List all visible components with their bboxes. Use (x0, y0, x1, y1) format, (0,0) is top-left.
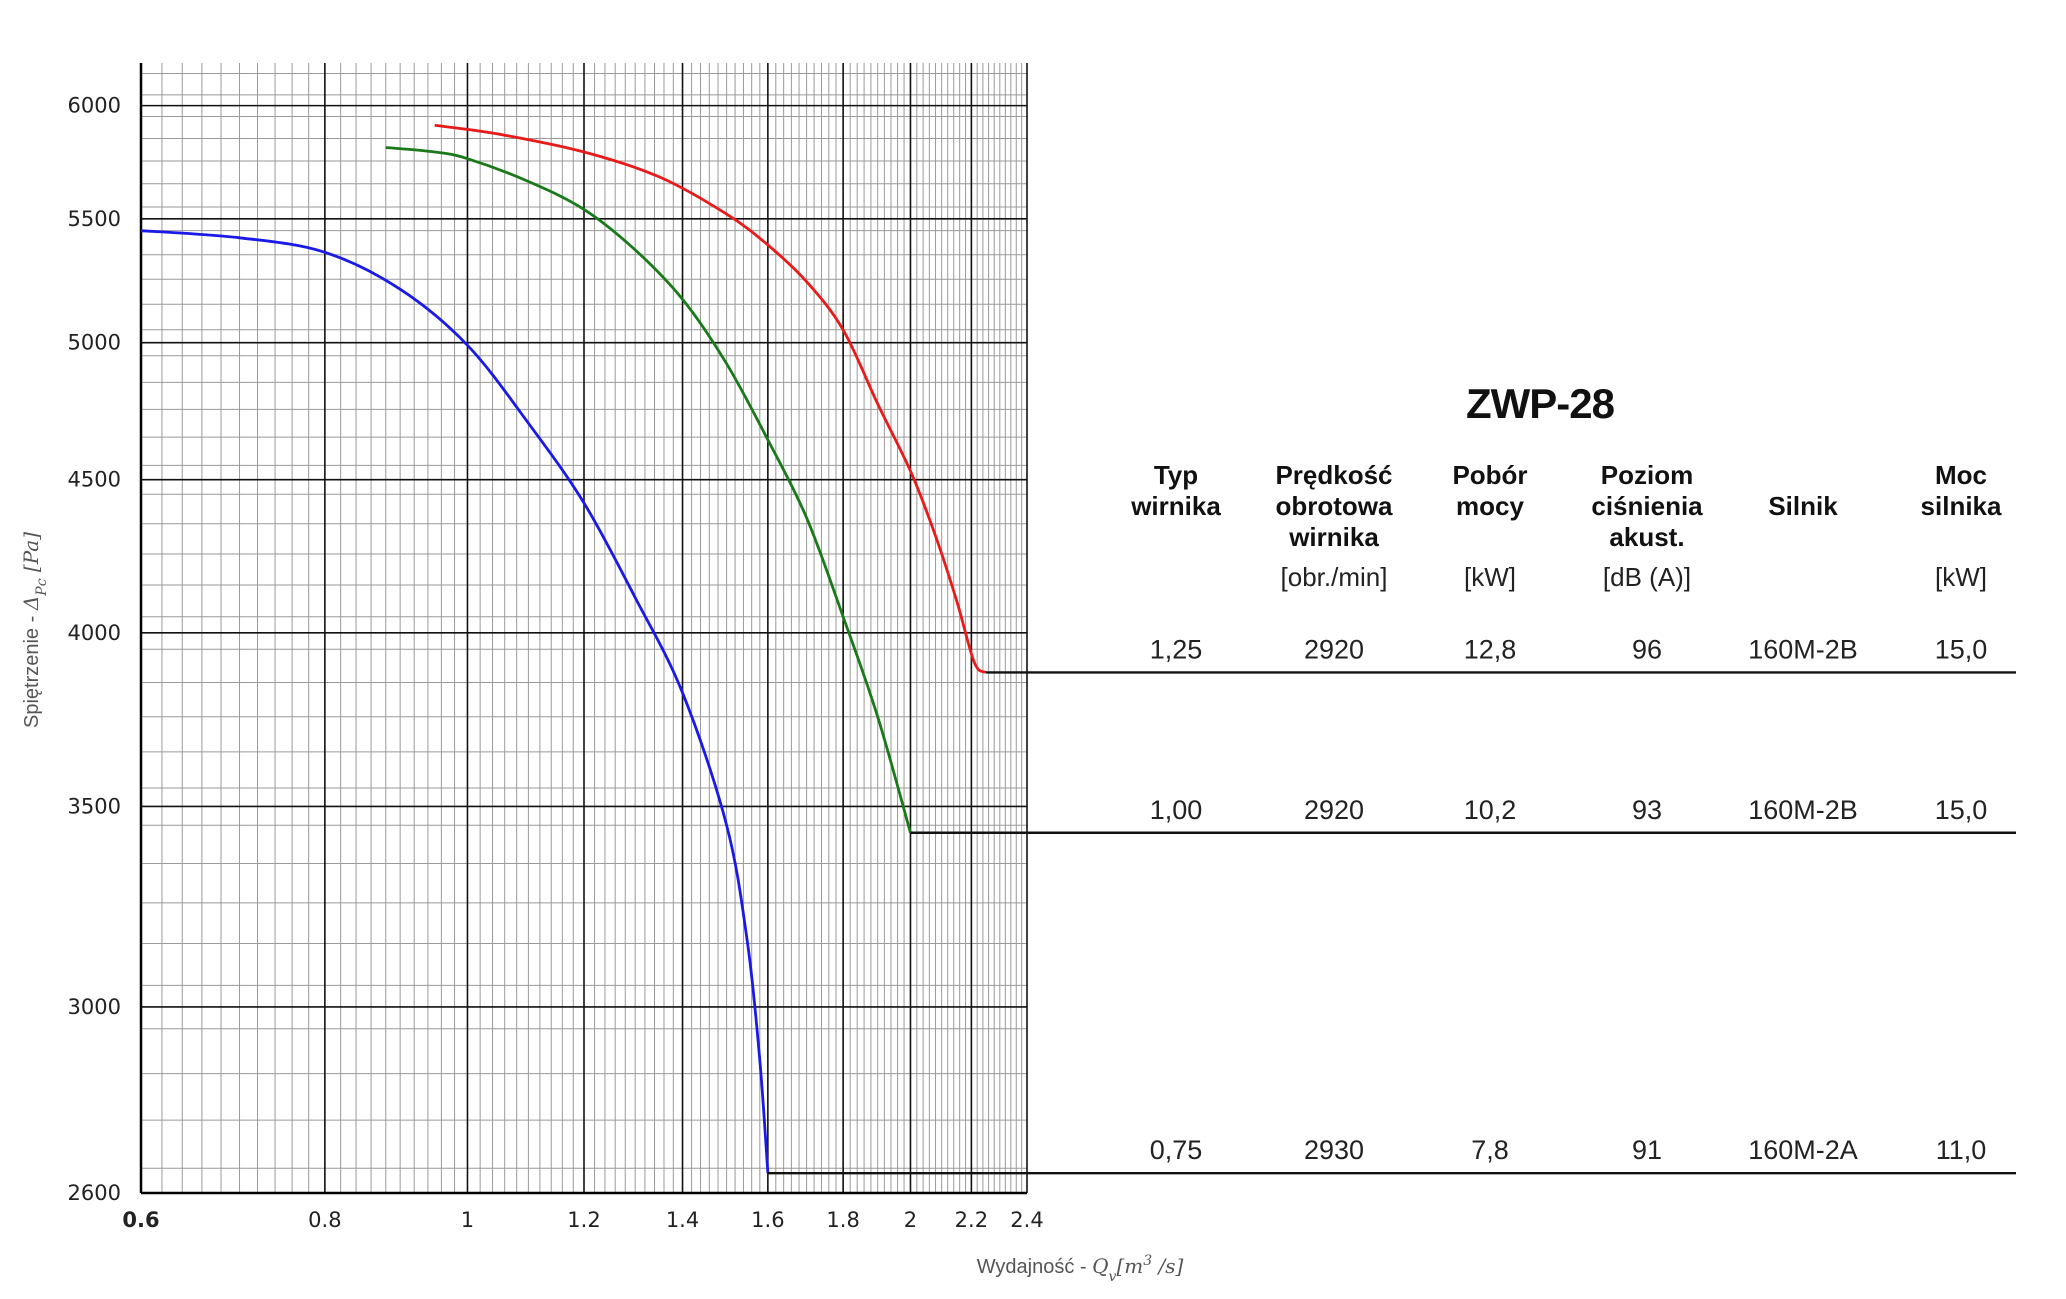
x-tick-label: 1.8 (826, 1208, 859, 1232)
performance-curves (140, 123, 987, 1174)
table-cell: 96 (1632, 634, 1662, 664)
x-axis-title-unit-end: /s] (1152, 1254, 1183, 1278)
x-tick-label: 2 (904, 1208, 917, 1232)
table-unit: [obr./min] (1281, 562, 1388, 592)
y-axis-title-unit: [Pa] (19, 532, 43, 579)
row-leader-lines (767, 671, 2016, 1175)
x-tick-labels: 0.6 0.8 1 1.2 1.4 1.6 1.8 2 2.2 2.4 (122, 1208, 1043, 1232)
table-cell: 160M-2B (1748, 795, 1858, 825)
y-tick-label: 4500 (68, 468, 121, 492)
y-axis-title: Spiętrzenie - ΔPc [Pa] (19, 532, 50, 728)
table-cell: 160M-2A (1748, 1135, 1858, 1165)
table-cell: 15,0 (1935, 634, 1988, 664)
axes (139, 63, 1027, 1195)
y-tick-label: 4000 (68, 621, 121, 645)
table-cell: 2920 (1304, 634, 1364, 664)
table-header-line: Pobór (1452, 460, 1527, 490)
x-tick-label: 1.4 (666, 1208, 699, 1232)
table-header-line: ciśnienia (1591, 491, 1703, 521)
x-axis-title-sub: v (1109, 1269, 1117, 1285)
x-tick-label: 1.2 (567, 1208, 600, 1232)
table-cell: 12,8 (1464, 634, 1517, 664)
table-header-line: Silnik (1768, 491, 1838, 521)
table-cell: 160M-2B (1748, 634, 1858, 664)
table-cell: 91 (1632, 1135, 1662, 1165)
x-tick-label: 0.8 (308, 1208, 341, 1232)
y-tick-label: 6000 (68, 94, 121, 118)
table-cell: 7,8 (1471, 1135, 1509, 1165)
x-axis-title-unit: [m (1116, 1254, 1143, 1278)
table-unit: [dB (A)] (1603, 562, 1691, 592)
x-tick-label: 0.6 (122, 1208, 159, 1232)
table-cell: 1,00 (1150, 795, 1203, 825)
y-tick-label: 2600 (68, 1181, 121, 1205)
x-tick-label: 2.4 (1010, 1208, 1043, 1232)
table-header-line: wirnika (1288, 522, 1379, 552)
y-axis-title-symbol: Δ (19, 596, 43, 611)
x-axis-title-text: Wydajność - (977, 1256, 1092, 1278)
y-tick-labels: 2600 3000 3500 4000 4500 5000 5500 6000 (68, 94, 121, 1205)
y-tick-label: 3500 (68, 794, 121, 818)
table-header-line: mocy (1456, 491, 1524, 521)
table-header-line: Moc (1935, 460, 1987, 490)
table-cell: 2920 (1304, 795, 1364, 825)
table-header-line: silnika (1921, 491, 2002, 521)
major-grid (140, 63, 1028, 1194)
table-header-line: akust. (1609, 522, 1684, 552)
table-rows: 1,25 2920 12,8 96 160M-2B 15,0 1,00 2920 10,2 93 1… (1150, 634, 1988, 1165)
y-axis-title-sub: Pc (34, 578, 50, 596)
table-header-line: Prędkość (1275, 460, 1392, 490)
curve-impeller-1-25 (434, 123, 987, 674)
table-cell: 11,0 (1936, 1135, 1987, 1165)
table-unit: [kW] (1935, 562, 1987, 592)
table-cell: 15,0 (1935, 795, 1988, 825)
x-axis-title: Wydajność - Qv[m3 /s] (977, 1253, 1184, 1285)
y-tick-label: 3000 (68, 995, 121, 1019)
curve-impeller-1-00 (385, 146, 912, 834)
table-cell: 10,2 (1464, 795, 1517, 825)
x-tick-label: 1 (461, 1208, 474, 1232)
x-axis-title-symbol: Q (1092, 1254, 1108, 1278)
table-header-line: Poziom (1601, 460, 1693, 490)
table-header-line: obrotowa (1276, 491, 1394, 521)
x-tick-label: 2.2 (955, 1208, 988, 1232)
table-units: [obr./min] [kW] [dB (A)] [kW] (1281, 562, 1987, 592)
table-headers: TypwirnikaPrędkośćobrotowawirnikaPobórmo… (1130, 460, 2002, 552)
curve-impeller-0-75 (140, 229, 770, 1174)
x-axis-title-sup: 3 (1143, 1253, 1152, 1269)
table-unit: [kW] (1464, 562, 1516, 592)
y-tick-label: 5000 (68, 331, 121, 355)
y-tick-label: 5500 (68, 207, 121, 231)
table-header-line: wirnika (1130, 491, 1221, 521)
y-axis-title-text: Spiętrzenie - (21, 610, 43, 728)
table-cell: 1,25 (1150, 634, 1203, 664)
table-cell: 2930 (1304, 1135, 1364, 1165)
chart-title: ZWP-28 (1466, 380, 1615, 427)
x-tick-label: 1.6 (751, 1208, 784, 1232)
table-header-line: Typ (1154, 460, 1198, 490)
table-cell: 93 (1632, 795, 1662, 825)
table-cell: 0,75 (1150, 1135, 1203, 1165)
